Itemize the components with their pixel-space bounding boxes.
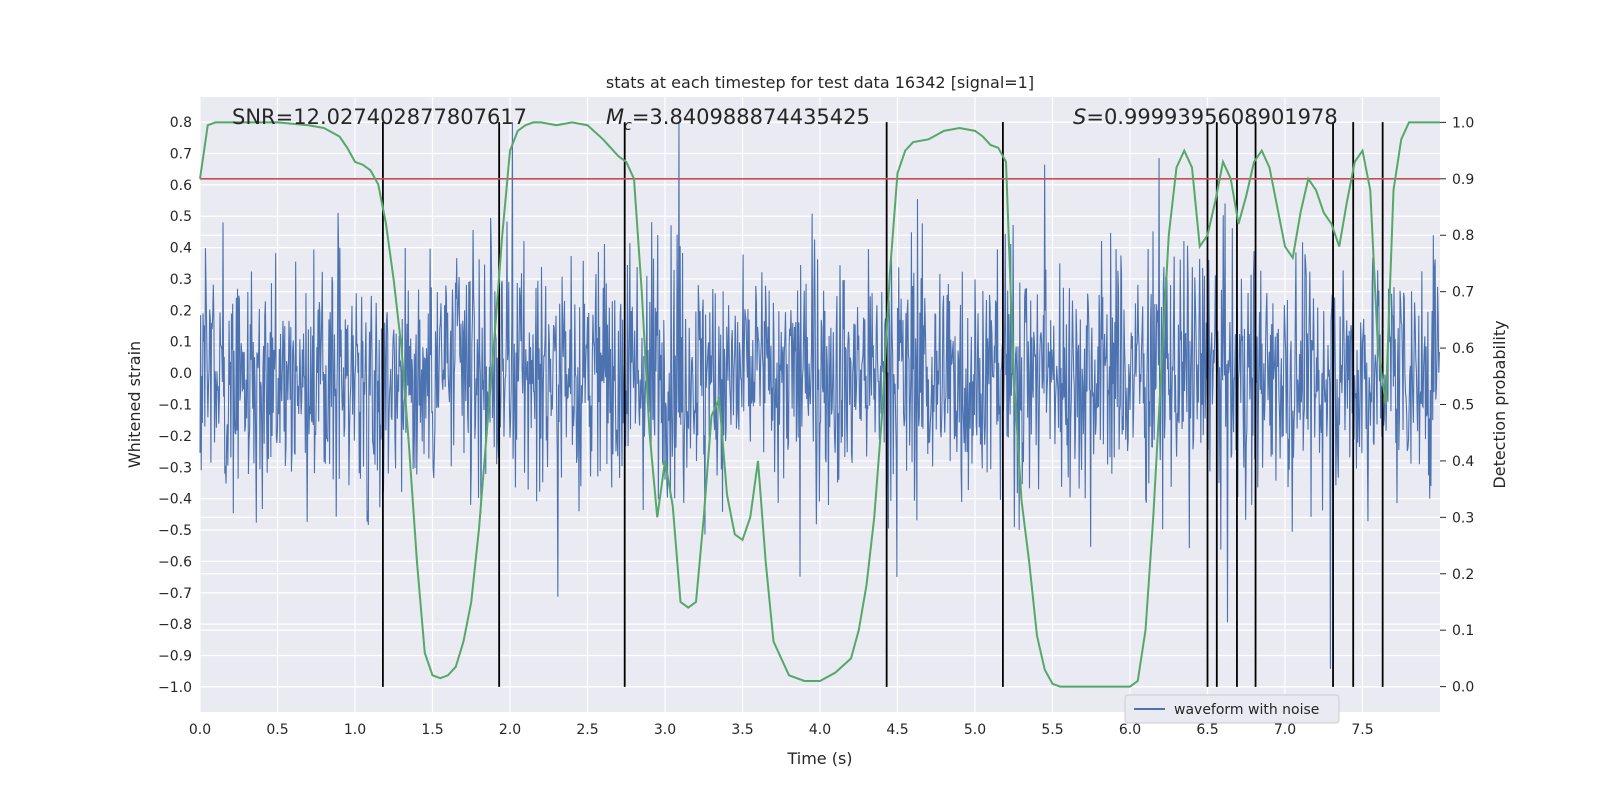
- y-axis-left-label: Whitened strain: [125, 341, 144, 468]
- y-left-tick-label: −0.7: [158, 586, 192, 602]
- waveform-line: [199, 122, 1440, 669]
- x-tick-label: 5.0: [964, 722, 986, 738]
- y-right-tick-label: 0.9: [1452, 172, 1474, 188]
- y-axis-right-label: Detection probability: [1490, 320, 1509, 488]
- y-left-tick-label: −0.1: [158, 398, 192, 414]
- x-tick-label: 2.5: [576, 722, 598, 738]
- x-tick-label: 6.5: [1196, 722, 1218, 738]
- legend-box: [1124, 694, 1340, 724]
- x-tick-label: 4.5: [886, 722, 908, 738]
- x-tick-label: 7.0: [1274, 722, 1296, 738]
- y-left-tick-label: −0.5: [158, 523, 192, 539]
- chirp-mass-subscript: c: [624, 118, 632, 134]
- y-right-tick-label: 0.4: [1452, 454, 1474, 470]
- y-left-tick-label: −1.0: [158, 680, 192, 696]
- y-left-tick-label: −0.4: [158, 492, 192, 508]
- y-left-tick-label: 0.8: [170, 115, 192, 131]
- y-left-tick-label: −0.8: [158, 617, 192, 633]
- x-tick-label: 1.0: [344, 722, 366, 738]
- y-left-tick-label: 0.2: [170, 303, 192, 319]
- x-tick-label: 3.5: [731, 722, 753, 738]
- y-right-tick-label: 0.7: [1452, 285, 1474, 301]
- y-axis-left-ticks: 0.8 0.7 0.6 0.5 0.4 0.3 0.2 0.1 0.0 −0.1 −0.2 −0.3 −…: [158, 115, 192, 696]
- x-tick-label: 1.5: [421, 722, 443, 738]
- y-left-tick-label: −0.3: [158, 460, 192, 476]
- x-tick-label: 2.0: [499, 722, 521, 738]
- x-axis-ticks: 0.0 0.5 1.0 1.5 2.0 2.5 3.0 3.5 4.0 4.5 5.0 5.5 6.0 6…: [189, 722, 1374, 738]
- y-right-tick-label: 0.6: [1452, 341, 1474, 357]
- legend-label: waveform with noise: [1174, 702, 1319, 718]
- y-left-tick-label: −0.9: [158, 649, 192, 665]
- detection-statistic-annotation: S=0.9999395608901978: [1073, 105, 1338, 129]
- y-right-tick-label: 0.1: [1452, 623, 1474, 639]
- y-left-tick-label: 0.4: [170, 241, 192, 257]
- y-right-tick-label: 0.8: [1452, 228, 1474, 244]
- chirp-mass-annotation: Mc=3.840988874435425: [606, 105, 870, 134]
- chart-title: stats at each timestep for test data 163…: [606, 73, 1034, 92]
- chirp-mass-value: =3.840988874435425: [632, 105, 870, 129]
- x-tick-label: 0.0: [189, 722, 211, 738]
- y-right-tick-label: 1.0: [1452, 115, 1474, 131]
- x-axis-label: Time (s): [786, 749, 852, 768]
- detection-probability-line: [199, 121, 1440, 688]
- y-axis-right-ticks: 1.0 0.9 0.8 0.7 0.6 0.5 0.4 0.3 0.2 0.1 0.0: [1440, 115, 1474, 696]
- x-tick-label: 6.0: [1119, 722, 1141, 738]
- y-right-tick-label: 0.5: [1452, 398, 1474, 414]
- y-left-tick-label: 0.7: [170, 146, 192, 162]
- y-left-tick-label: 0.1: [170, 335, 192, 351]
- y-left-tick-label: 0.6: [170, 178, 192, 194]
- y-left-tick-label: 0.0: [170, 366, 192, 382]
- vertical-lines: [381, 122, 1384, 687]
- x-tick-label: 3.0: [654, 722, 676, 738]
- x-tick-label: 4.0: [809, 722, 831, 738]
- statistic-value: =0.9999395608901978: [1086, 105, 1337, 129]
- y-left-tick-label: −0.2: [158, 429, 192, 445]
- y-right-tick-label: 0.3: [1452, 510, 1474, 526]
- statistic-symbol: S: [1073, 105, 1086, 129]
- y-right-tick-label: 0.0: [1452, 680, 1474, 696]
- waveform-series: [199, 122, 1440, 669]
- y-left-tick-label: 0.3: [170, 272, 192, 288]
- detection-probability-series: [199, 121, 1440, 688]
- x-tick-label: 0.5: [266, 722, 288, 738]
- x-tick-label: 5.5: [1041, 722, 1063, 738]
- chirp-mass-symbol: M: [606, 105, 624, 129]
- y-left-tick-label: −0.6: [158, 554, 192, 570]
- legend: waveform with noise: [1124, 694, 1340, 724]
- y-left-tick-label: 0.5: [170, 209, 192, 225]
- snr-annotation: SNR=12.027402877807617: [232, 105, 527, 129]
- y-right-tick-label: 0.2: [1452, 567, 1474, 583]
- x-tick-label: 7.5: [1351, 722, 1373, 738]
